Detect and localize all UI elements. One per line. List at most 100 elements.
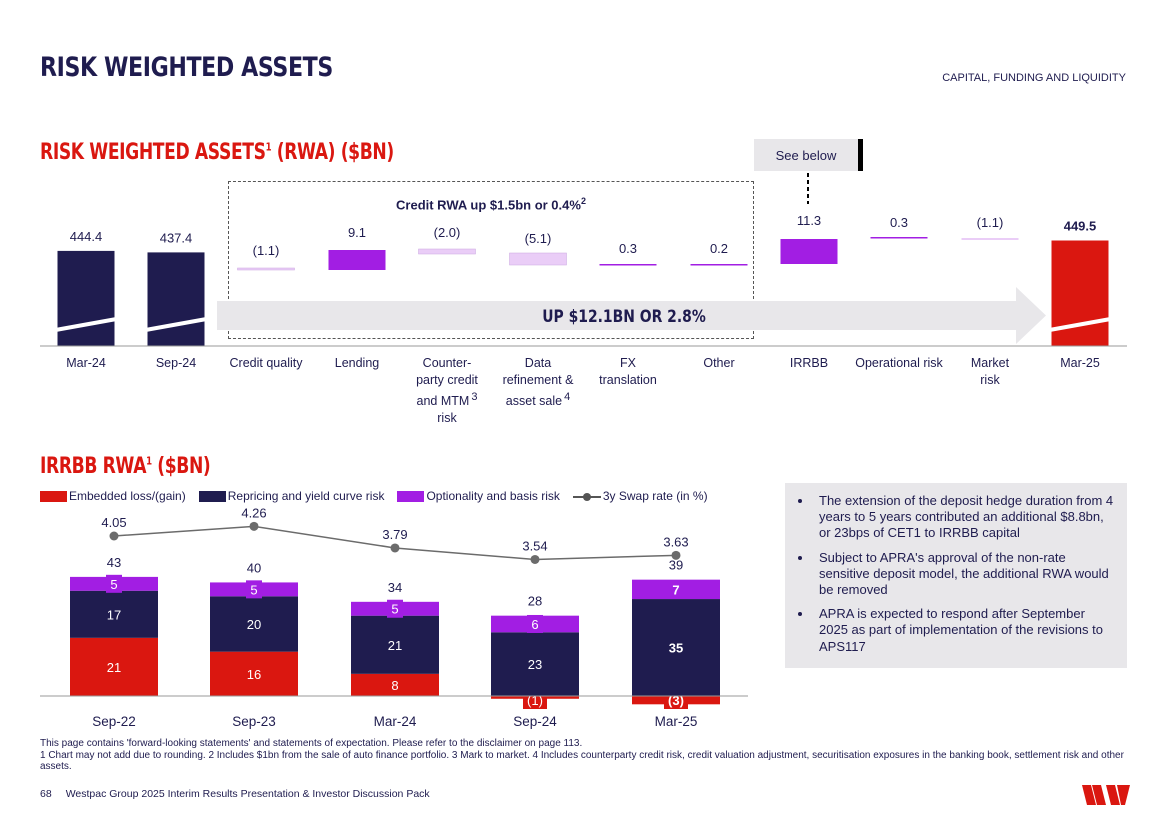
see-below-accent xyxy=(858,139,863,171)
credit-box-title-text: Credit RWA up $1.5bn or 0.4% xyxy=(396,197,581,213)
rwa-bar-sep-24 xyxy=(147,252,205,346)
legend-item-swap: 3y Swap rate (in %) xyxy=(572,489,708,503)
rwa-value-label: 444.4 xyxy=(70,229,103,244)
rwa-delta-bar xyxy=(870,237,928,239)
westpac-logo xyxy=(1082,785,1130,805)
rwa-x-label-line: Mar-24 xyxy=(66,356,106,370)
irrbb-total-label: 40 xyxy=(247,560,261,575)
legend-label-swap: 3y Swap rate (in %) xyxy=(602,489,708,503)
irrbb-segment-label: 21 xyxy=(388,638,402,653)
rwa-x-label-line: IRRBB xyxy=(789,356,829,370)
rwa-x-label-line: party credit xyxy=(416,373,478,387)
footnote-notes: 1 Chart may not add due to rounding. 2 I… xyxy=(40,749,1124,773)
info-bullet: APRA is expected to respond after Septem… xyxy=(813,606,1115,655)
irrbb-bar-segment xyxy=(210,651,298,696)
credit-rwa-box xyxy=(228,181,754,339)
section-tag: CAPITAL, FUNDING AND LIQUIDITY xyxy=(942,72,1126,84)
swap-rate-point xyxy=(109,531,119,541)
irrbb-segment-label: 20 xyxy=(247,617,261,632)
irrbb-label-box xyxy=(387,599,403,618)
info-bullet-list: The extension of the deposit hedge durat… xyxy=(795,493,1115,655)
rwa-x-label-line: risk xyxy=(980,373,1000,387)
rwa-value-label: 11.3 xyxy=(797,213,821,228)
swap-rate-point xyxy=(249,521,259,531)
rwa-value-label: 0.3 xyxy=(890,215,908,230)
rwa-x-label-line: refinement & xyxy=(502,373,574,387)
rwa-x-label: Lending xyxy=(309,355,405,372)
irrbb-segment-label: 23 xyxy=(528,657,542,672)
rwa-title-suffix: (RWA) ($BN) xyxy=(271,140,394,165)
rwa-x-label-line: risk xyxy=(437,411,457,426)
rwa-value-label: (1.1) xyxy=(977,215,1004,230)
rwa-x-label: Data refinement & asset sale 4 xyxy=(490,355,586,410)
swap-rate-label: 4.26 xyxy=(241,505,266,520)
irrbb-title-sup: 1 xyxy=(146,454,152,468)
footnote-disclaimer: This page contains 'forward-looking stat… xyxy=(40,738,583,749)
rwa-delta-bar xyxy=(599,264,657,266)
rwa-waterfall-chart: UP $12.1BN OR 2.8% 444.4 437.4 (1.1) 9.1 (2.… xyxy=(40,173,1127,347)
rwa-x-label: Credit quality xyxy=(218,355,314,372)
rwa-value-label: (2.0) xyxy=(434,225,461,240)
irrbb-chart-title: IRRBB RWA1 ($BN) xyxy=(40,454,211,479)
see-below-callout: See below xyxy=(754,139,858,171)
legend-label-repricing: Repricing and yield curve risk xyxy=(227,489,385,503)
rwa-delta-bar xyxy=(780,239,838,264)
rwa-bar-mar-24 xyxy=(57,250,115,346)
rwa-delta-bar xyxy=(418,248,476,255)
rwa-x-label: Mar-25 xyxy=(1032,355,1128,372)
footer-text: Westpac Group 2025 Interim Results Prese… xyxy=(65,788,430,800)
rwa-x-label: Sep-24 xyxy=(128,355,224,372)
rwa-x-label-line: Counter- xyxy=(422,356,472,370)
rwa-x-label-line: Lending xyxy=(334,356,380,370)
swap-rate-point xyxy=(671,550,681,560)
swap-rate-label: 3.79 xyxy=(382,527,407,542)
axis-break-mark xyxy=(145,317,207,332)
rwa-x-label-line: Credit quality xyxy=(229,356,303,370)
growth-arrow xyxy=(217,287,1046,344)
irrbb-bar-segment xyxy=(491,632,579,696)
irrbb-x-label: Mar-25 xyxy=(655,714,698,729)
rwa-x-label: Market risk xyxy=(942,355,1038,389)
swap-rate-point xyxy=(390,543,400,553)
irrbb-bar-segment xyxy=(210,596,298,652)
irrbb-segment-label: 21 xyxy=(107,660,121,675)
growth-arrow-label: UP $12.1BN OR 2.8% xyxy=(542,307,706,327)
irrbb-segment-label: (1) xyxy=(527,693,543,708)
rwa-value-label: (5.1) xyxy=(525,231,552,246)
irrbb-label-box xyxy=(106,574,122,593)
rwa-bar-mar-25 xyxy=(1051,240,1109,346)
irrbb-bar-segment xyxy=(70,637,158,696)
rwa-x-label: Mar-24 xyxy=(38,355,134,372)
irrbb-x-label: Sep-23 xyxy=(232,714,276,729)
rwa-x-label: Operational risk xyxy=(851,355,947,372)
irrbb-x-label: Mar-24 xyxy=(374,714,417,729)
legend-item-embedded: Embedded loss/(gain) xyxy=(40,489,186,503)
irrbb-segment-label: 5 xyxy=(391,602,398,617)
rwa-x-label-line: Sep-24 xyxy=(155,356,197,370)
irrbb-x-label: Sep-24 xyxy=(513,714,557,729)
rwa-value-label: (1.1) xyxy=(253,243,280,258)
rwa-value-label: 437.4 xyxy=(160,230,193,245)
rwa-delta-bar xyxy=(961,238,1019,240)
info-bullet: The extension of the deposit hedge durat… xyxy=(813,493,1115,542)
rwa-delta-bar xyxy=(690,264,748,266)
rwa-delta-bar xyxy=(237,267,295,271)
irrbb-total-label: 34 xyxy=(388,580,402,595)
axis-break-mark xyxy=(1049,317,1111,332)
info-bullet: Subject to APRA's approval of the non-ra… xyxy=(813,550,1115,599)
footnotes: This page contains 'forward-looking stat… xyxy=(40,738,1130,773)
irrbb-bar-segment xyxy=(351,673,439,696)
irrbb-segment-label: 16 xyxy=(247,667,261,682)
rwa-title-main: RISK WEIGHTED ASSETS xyxy=(40,140,266,165)
irrbb-segment-label: 8 xyxy=(391,678,398,693)
irrbb-segment-label: 17 xyxy=(107,607,121,622)
legend-swatch-repricing xyxy=(198,490,226,502)
irrbb-bar-segment xyxy=(70,590,158,638)
axis-break-mark xyxy=(55,317,117,332)
rwa-delta-bar xyxy=(328,250,386,270)
irrbb-title-suffix: ($BN) xyxy=(151,454,211,479)
irrbb-segment-label: 5 xyxy=(110,577,117,592)
rwa-title-sup: 1 xyxy=(265,140,272,154)
page-title: RISK WEIGHTED ASSETS xyxy=(40,52,333,83)
rwa-x-label-line: and MTM 3 xyxy=(416,391,478,409)
